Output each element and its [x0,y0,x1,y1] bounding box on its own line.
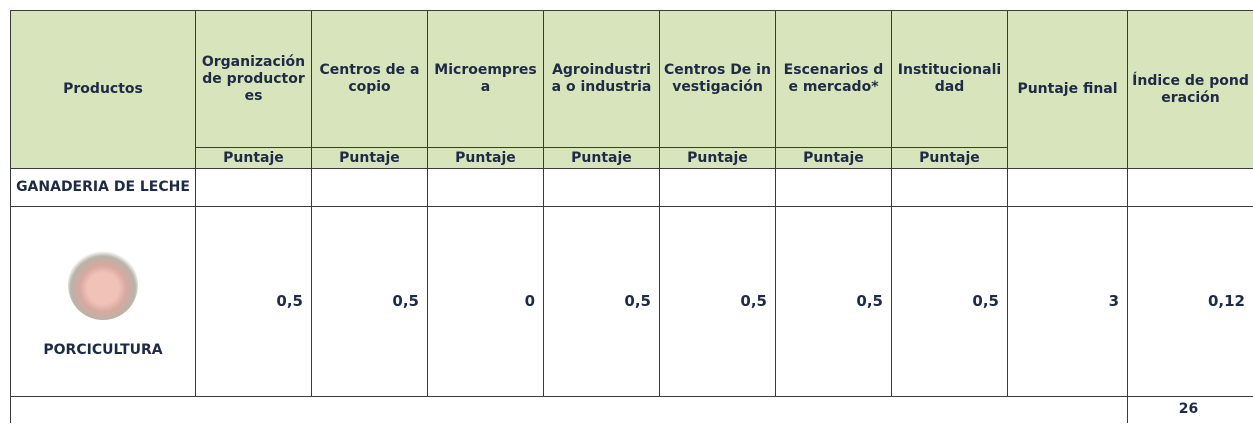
score-cell: 0 [427,206,544,397]
subheader-cell: Puntaje [891,147,1008,169]
table: Productos Organización de productores Ce… [10,10,1253,423]
group-label: GANADERIA DE LECHE [10,168,196,207]
score-cell: 0,5 [891,206,1008,397]
score-cell: 0,5 [659,206,776,397]
total-final: 26 [1127,396,1253,423]
header-row: Productos Organización de productores Ce… [10,10,1253,169]
subheader-cell: Puntaje [311,147,428,169]
totals-row: 26 1 [10,396,1253,423]
subheader-row: Puntaje Puntaje Puntaje Puntaje Puntaje Punta… [11,147,1253,169]
pig-image [68,250,138,320]
header-cell: Centros de acopio [311,10,428,148]
header-cell: Microempresa [427,10,544,148]
score-cell: 0,5 [543,206,660,397]
group-row: GANADERIA DE LECHE [10,168,1253,207]
header-cell: Organización de productores [195,10,312,148]
product-name: PORCICULTURA [43,342,163,358]
final-cell: 3 [1007,206,1128,397]
product-row: PORCICULTURA 0,5 0,5 0 0,5 0,5 0,5 0,5 3 0,12 [10,206,1253,397]
subheader-cell: Puntaje [775,147,892,169]
header-cell: Puntaje final [1007,10,1128,169]
header-cell: Agroindustria o industria [543,10,660,148]
subheader-cell: Puntaje [543,147,660,169]
score-cell: 0,5 [311,206,428,397]
index-cell: 0,12 [1127,206,1253,397]
header-cell: Índice de ponderación [1127,10,1253,169]
product-cell: PORCICULTURA [10,206,196,397]
header-cell: Institucionalidad [891,10,1008,148]
header-cell: Escenarios de mercado* [775,10,892,148]
score-cell: 0,5 [195,206,312,397]
subheader-cell: Puntaje [427,147,544,169]
score-cell: 0,5 [775,206,892,397]
subheader-cell: Puntaje [659,147,776,169]
header-cell: Centros De investigación [659,10,776,148]
header-cell: Productos [10,10,196,169]
empty-cell [10,396,1128,423]
subheader-cell: Puntaje [195,147,312,169]
